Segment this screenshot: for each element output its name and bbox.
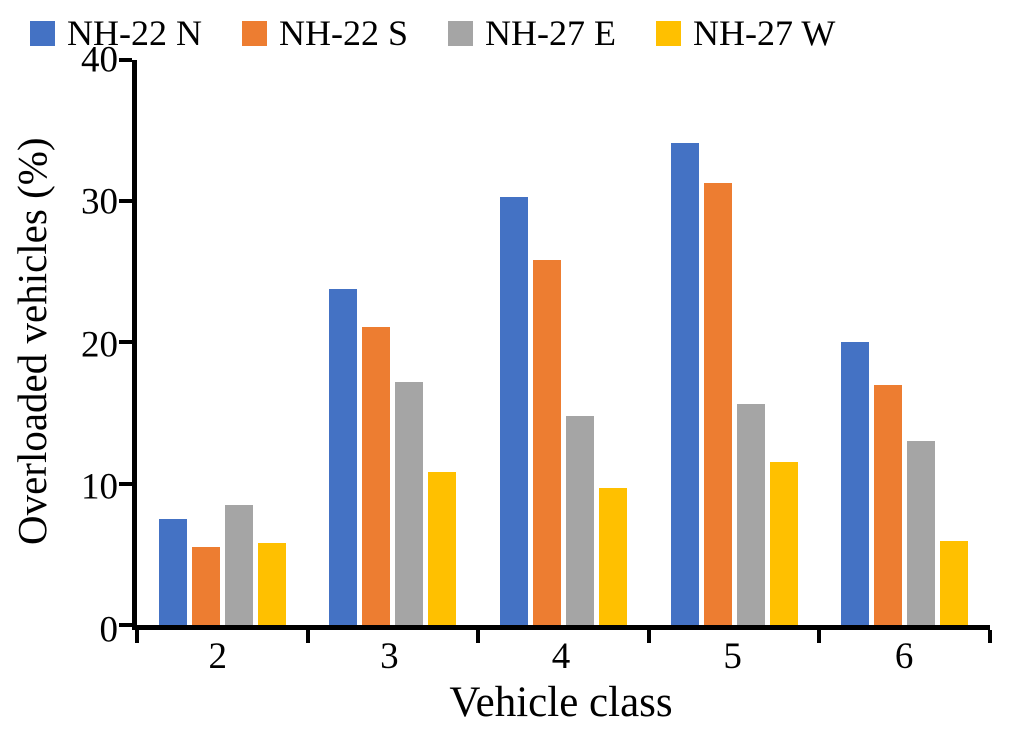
legend-label: NH-27 W [692, 13, 836, 53]
x-axis-tick-mark [476, 629, 481, 643]
y-axis-tick-mark [119, 199, 132, 204]
bar [428, 472, 457, 625]
x-tick-label: 5 [723, 635, 742, 677]
x-axis-tick-mark [305, 629, 310, 643]
legend-swatch-icon [655, 20, 681, 46]
x-axis-tick-mark [646, 629, 651, 643]
legend-item: NH-22 S [241, 12, 408, 54]
y-tick-label: 0 [99, 609, 119, 651]
y-axis-tick-mark [119, 622, 132, 627]
bar [703, 182, 732, 625]
bar [670, 143, 699, 625]
x-axis-tick-mark [135, 629, 139, 643]
bar [158, 518, 187, 625]
bar-group [478, 60, 649, 625]
legend-swatch-icon [241, 20, 267, 46]
y-tick-label: 40 [81, 39, 118, 81]
bar [769, 462, 798, 625]
y-axis-tick-mark [119, 340, 132, 345]
x-tick-label: 3 [380, 635, 399, 677]
bar [736, 404, 765, 625]
bar [940, 541, 969, 625]
y-tick-label: 30 [81, 181, 118, 223]
plot-row: 0 10 20 30 40 [60, 42, 992, 649]
x-tick-label: 2 [208, 635, 228, 677]
bar [257, 542, 286, 625]
y-axis-tick-mark [119, 58, 132, 62]
bar [841, 342, 870, 625]
x-tick-label: 6 [894, 635, 914, 677]
legend-label: NH-27 E [485, 13, 616, 53]
bar [907, 441, 936, 625]
bar-group [649, 60, 820, 625]
y-tick-label: 10 [81, 466, 118, 508]
bar [598, 487, 627, 625]
bar-group [819, 60, 990, 625]
legend-item: NH-27 W [655, 12, 836, 54]
x-tick-label: 4 [551, 635, 571, 677]
bar [395, 381, 424, 625]
x-axis-labels: 2 3 4 5 6 [132, 630, 990, 675]
plot-area [119, 58, 992, 643]
x-axis-spacer [60, 630, 132, 675]
legend-label: NH-22 S [278, 13, 408, 53]
bar-group [137, 60, 308, 625]
legend-label: NH-22 N [67, 13, 202, 53]
y-axis-tick-mark [119, 481, 132, 486]
bar [532, 260, 561, 625]
bar [362, 326, 391, 625]
y-axis-title: Overloaded vehicles (%) [9, 137, 55, 545]
y-tick-label: 20 [81, 324, 118, 366]
x-axis-tick-mark [988, 629, 992, 643]
bar-group [308, 60, 479, 625]
x-axis-labels-row: 2 3 4 5 6 [60, 630, 990, 675]
bar [329, 288, 358, 625]
x-axis-title-row: Vehicle class [60, 675, 990, 726]
legend-swatch-icon [30, 20, 55, 46]
legend-swatch-icon [448, 20, 473, 46]
bar [565, 415, 594, 625]
x-axis-spacer [60, 675, 132, 726]
bar [224, 504, 253, 625]
x-axis-tick-mark [817, 629, 822, 643]
bar [499, 196, 528, 625]
x-axis-title: Vehicle class [449, 678, 673, 726]
chart-right-column: 0 10 20 30 40 2 3 4 5 6 Vehicle class [60, 42, 992, 726]
y-axis-labels: 0 10 20 30 40 [60, 42, 132, 649]
bar-groups [137, 60, 990, 625]
legend-item: NH-22 N [30, 12, 202, 54]
bar [874, 384, 903, 625]
legend-item: NH-27 E [448, 12, 616, 54]
bar [191, 547, 220, 625]
chart-main: Overloaded vehicles (%) 0 10 20 30 40 2 3 4 5 6 … [8, 42, 992, 726]
legend: NH-22 N NH-22 S NH-27 E NH-27 W [8, 6, 990, 60]
